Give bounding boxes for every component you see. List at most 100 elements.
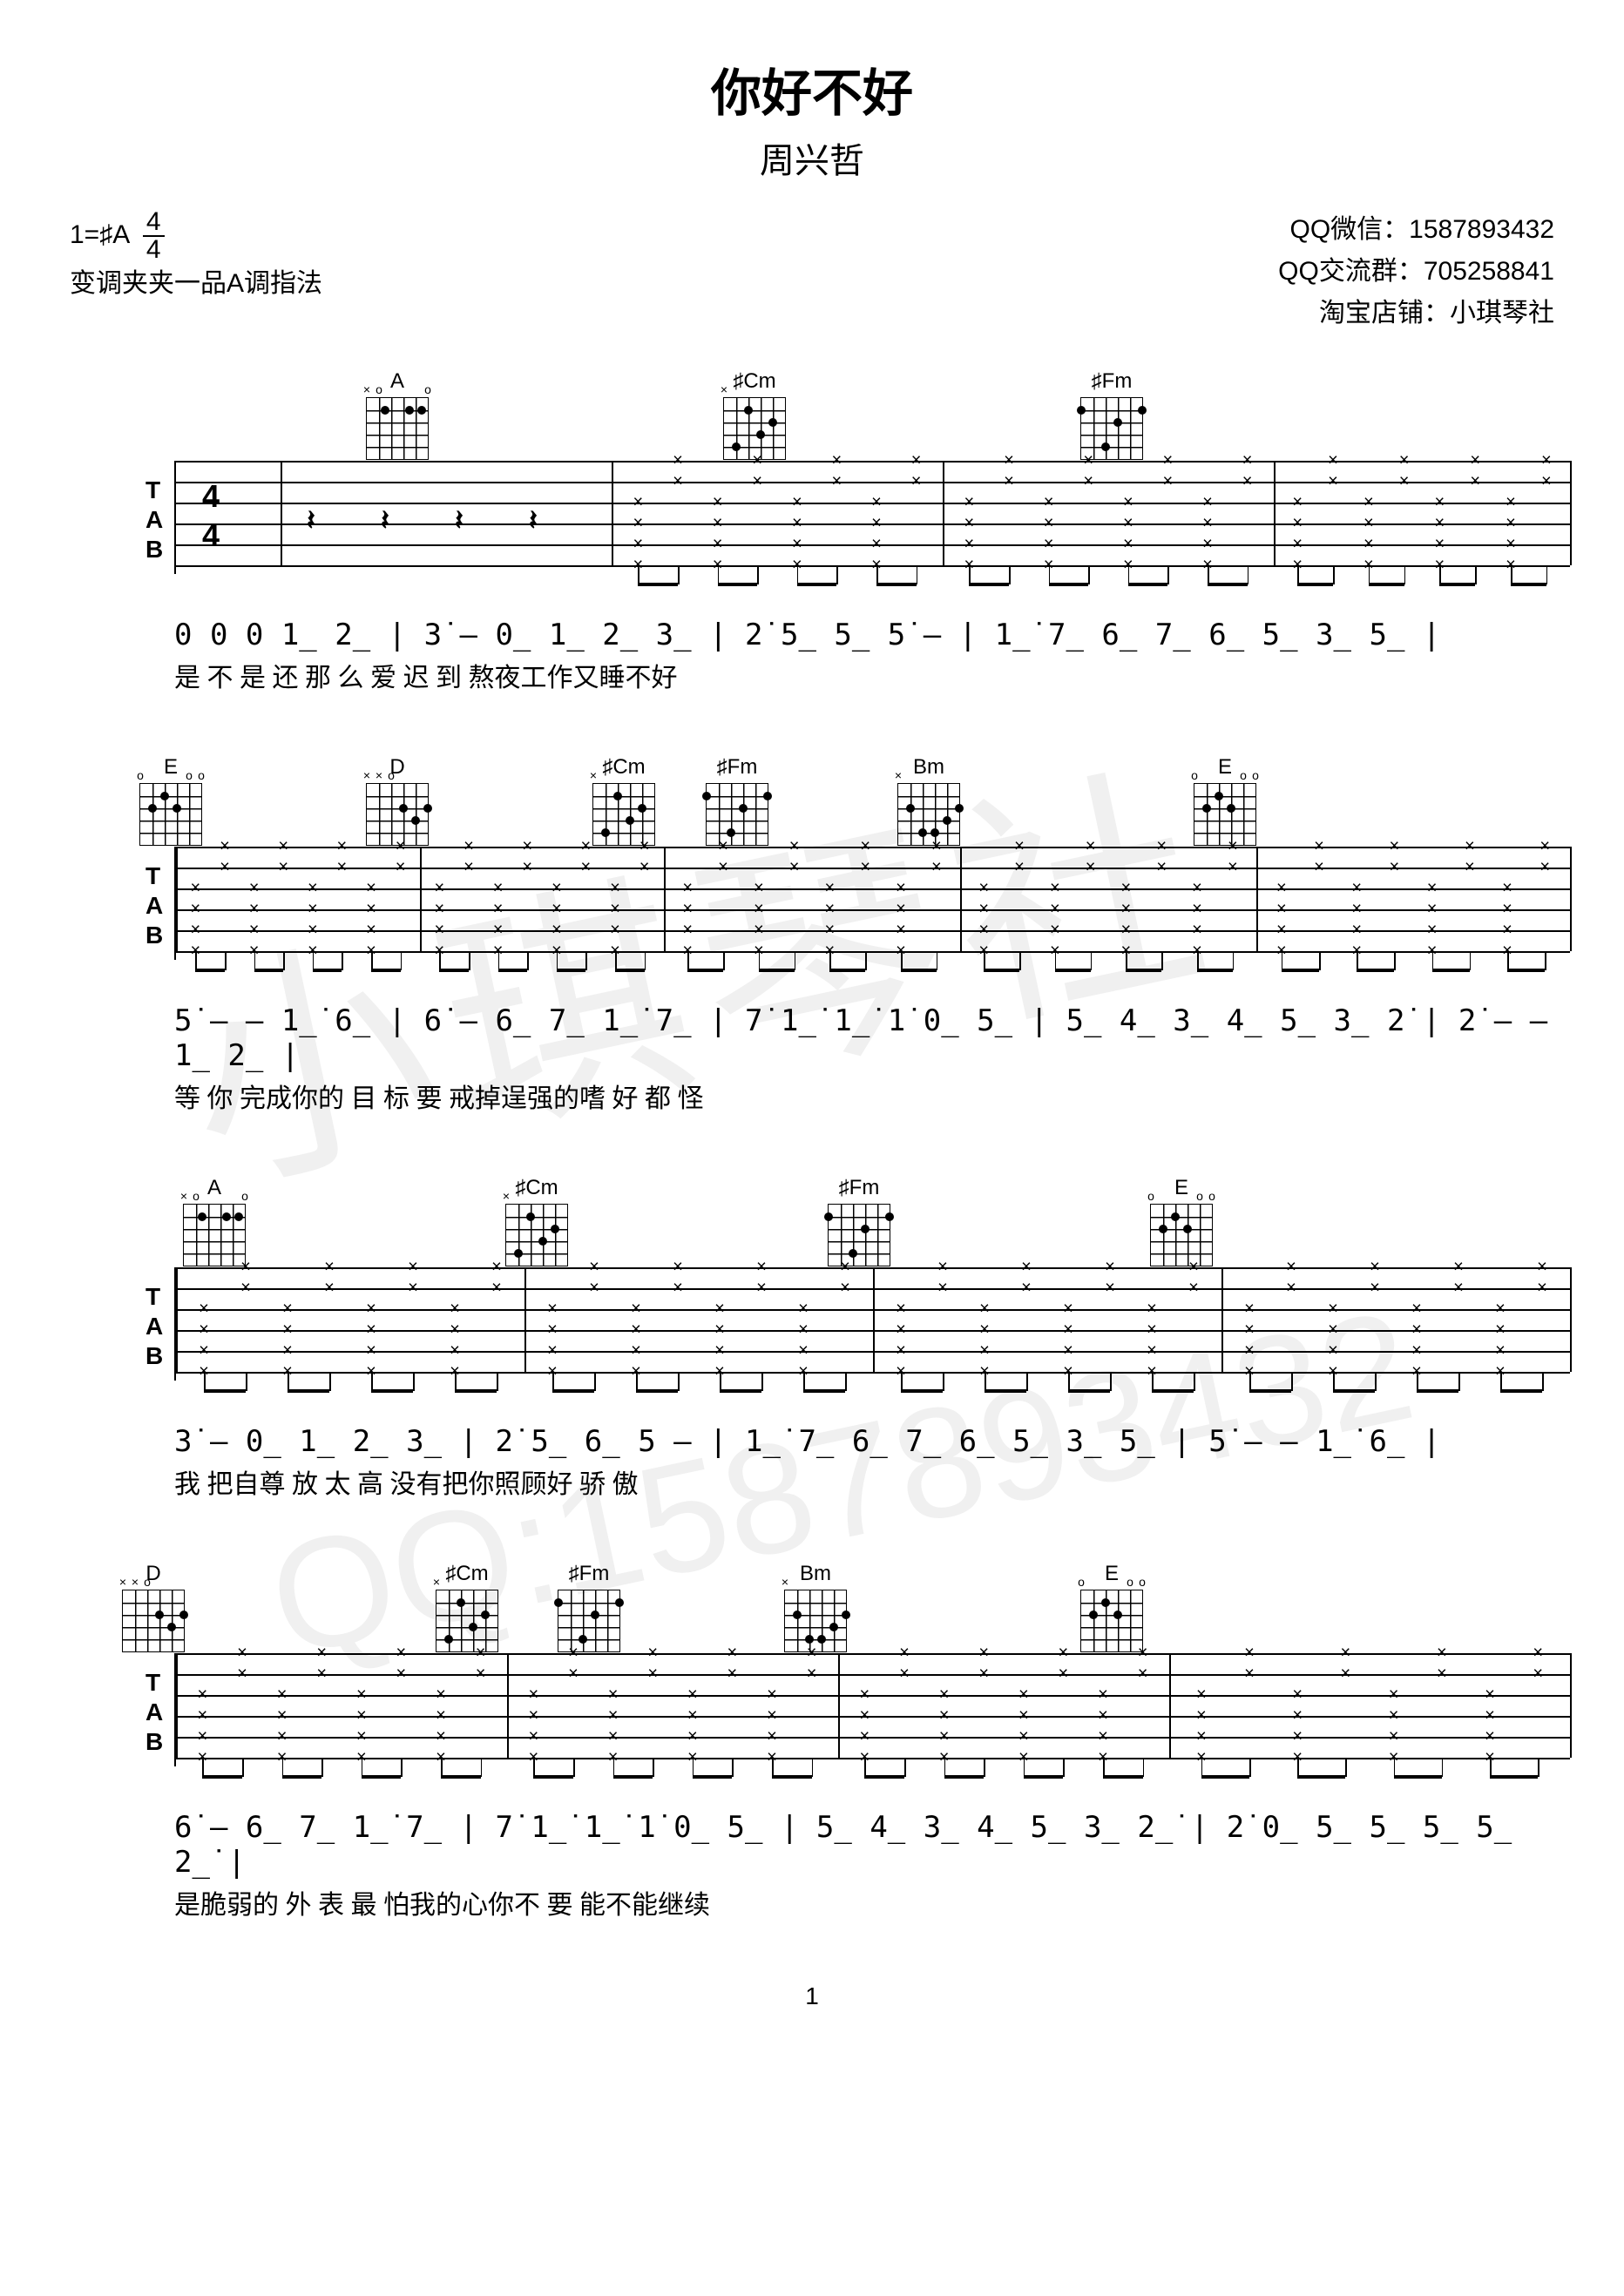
key-text: 1=♯A [70, 220, 129, 249]
rest-symbol: 𝄽 [307, 504, 315, 537]
lyrics-line: 等 你 完成你的 目 标 要 戒掉逞强的嗜 好 都 怪 [174, 1077, 1554, 1115]
tab-label: A [145, 1313, 163, 1340]
chord-diagram: ♯Cm× [505, 1176, 568, 1266]
info-left: 1=♯A 4 4 变调夹夹一品A调指法 [70, 209, 322, 334]
chord-name: E [1194, 755, 1256, 780]
time-sig-den: 4 [143, 237, 165, 263]
tab-staff: TAB×××××××××××××××××××××××××××××××××××××… [174, 1653, 1570, 1766]
tab-label: A [145, 506, 163, 534]
chord-row: A×oo ♯Cm× ♯Fm Eooo [70, 1176, 1554, 1267]
numbered-notes: 5̇ — — 1̲̇ 6̲ | 6̇ — 6̲ 7̲ 1̲̇ 7̲ | 7̇ 1… [174, 1003, 1554, 1073]
numbered-notes: 6̇ — 6̲ 7̲ 1̲̇ 7̲ | 7̇ 1̲̇ 1̲̇ 1̇ 0̲ 5̲ … [174, 1810, 1554, 1880]
chord-grid: × [436, 1590, 498, 1652]
tab-label: B [145, 1342, 163, 1370]
chord-name: ♯Cm [723, 369, 786, 394]
chord-diagram: ♯Cm× [592, 755, 655, 846]
chord-name: Bm [784, 1562, 847, 1586]
chord-name: ♯Fm [828, 1176, 890, 1200]
artist-name: 周兴哲 [70, 132, 1554, 183]
chord-row: A×oo ♯Cm× ♯Fm [70, 369, 1554, 461]
chord-diagram: Eooo [139, 755, 202, 846]
music-system: A×oo♯Cm×♯FmEoooTAB××××××××××××××××××××××… [70, 1176, 1554, 1501]
numbered-notation-row: 6̇ — 6̲ 7̲ 1̲̇ 7̲ | 7̇ 1̲̇ 1̲̇ 1̇ 0̲ 5̲ … [70, 1810, 1554, 1921]
chord-name: E [1150, 1176, 1213, 1200]
song-title: 你好不好 [70, 52, 1554, 125]
rest-symbol: 𝄽 [529, 504, 538, 537]
chord-diagram: Bm× [784, 1562, 847, 1652]
tab-label: B [145, 1728, 163, 1756]
tab-label: B [145, 922, 163, 949]
chord-grid: × [897, 783, 960, 846]
contact-qq-group: QQ交流群：705258841 [1278, 251, 1554, 293]
chord-name: ♯Fm [706, 755, 768, 780]
chord-diagram: D××o [366, 755, 429, 846]
lyrics-line: 是脆弱的 外 表 最 怕我的心你不 要 能不能继续 [174, 1883, 1554, 1921]
chord-grid: ooo [1194, 783, 1256, 846]
numbered-notation-row: 0 0 0 1̲ 2̲ | 3̇ — 0̲ 1̲ 2̲ 3̲ | 2̇ 5̲ 5… [70, 618, 1554, 694]
chord-row: D××o♯Cm×♯FmBm×Eooo [70, 1562, 1554, 1653]
info-row: 1=♯A 4 4 变调夹夹一品A调指法 QQ微信：1587893432 QQ交流… [70, 209, 1554, 334]
chord-diagram: Eooo [1150, 1176, 1213, 1266]
chord-diagram: Eooo [1194, 755, 1256, 846]
numbered-notes: 0 0 0 1̲ 2̲ | 3̇ — 0̲ 1̲ 2̲ 3̲ | 2̇ 5̲ 5… [174, 618, 1554, 652]
lyrics-line: 是 不 是 还 那 么 爱 迟 到 熬夜工作又睡不好 [174, 656, 1554, 694]
tab-label: T [145, 862, 160, 890]
chord-diagram: ♯Fm [706, 755, 768, 846]
chord-name: ♯Fm [558, 1562, 620, 1586]
tab-label: T [145, 1669, 160, 1697]
chord-diagram: Eooo [1080, 1562, 1143, 1652]
page-number: 1 [70, 1982, 1554, 2010]
numbered-notation-row: 3̇ — 0̲ 1̲ 2̲ 3̲ | 2̇ 5̲ 6̲ 5 — | 1̲̇ 7̲… [70, 1424, 1554, 1501]
time-sig-top: 4 [202, 478, 220, 515]
time-sig-num: 4 [143, 209, 165, 237]
lyrics-line: 我 把自尊 放 太 高 没有把你照顾好 骄 傲 [174, 1462, 1554, 1501]
chord-grid: × [505, 1204, 568, 1266]
tab-staff: TAB×××××××××××××××××××××××××××××××××××××… [174, 847, 1570, 960]
rest-symbol: 𝄽 [381, 504, 389, 537]
music-system: EoooD××o♯Cm×♯FmBm×EoooTAB×××××××××××××××… [70, 755, 1554, 1115]
chord-diagram: A×oo [183, 1176, 246, 1266]
chord-grid: ooo [1080, 1590, 1143, 1652]
chord-grid: ××o [122, 1590, 185, 1652]
tab-staff: TAB×××××××××××××××××××××××××××××××××××××… [174, 1267, 1570, 1381]
chord-grid: ooo [1150, 1204, 1213, 1266]
chord-diagram: D××o [122, 1562, 185, 1652]
key-line: 1=♯A 4 4 [70, 209, 322, 263]
chord-diagram: ♯Fm [1080, 369, 1143, 460]
time-signature: 4 4 [143, 209, 165, 263]
numbered-notes: 3̇ — 0̲ 1̲ 2̲ 3̲ | 2̇ 5̲ 6̲ 5 — | 1̲̇ 7̲… [174, 1424, 1554, 1459]
tab-staff: TAB44𝄽𝄽𝄽𝄽×××××××××××××××××××××××××××××××… [174, 461, 1570, 574]
chord-grid: ×oo [183, 1204, 246, 1266]
systems-container: A×oo♯Cm×♯FmTAB44𝄽𝄽𝄽𝄽××××××××××××××××××××… [70, 369, 1554, 1921]
chord-name: Bm [897, 755, 960, 780]
chord-name: E [1080, 1562, 1143, 1586]
chord-name: E [139, 755, 202, 780]
rest-symbol: 𝄽 [455, 504, 464, 537]
numbered-notation-row: 5̇ — — 1̲̇ 6̲ | 6̇ — 6̲ 7̲ 1̲̇ 7̲ | 7̇ 1… [70, 1003, 1554, 1115]
tab-label: T [145, 476, 160, 504]
chord-diagram: ♯Cm× [723, 369, 786, 460]
tab-label: B [145, 536, 163, 564]
chord-grid [558, 1590, 620, 1652]
chord-diagram: A×oo [366, 369, 429, 460]
info-right: QQ微信：1587893432 QQ交流群：705258841 淘宝店铺：小琪琴… [1278, 209, 1554, 334]
contact-qq-wechat: QQ微信：1587893432 [1278, 209, 1554, 251]
chord-diagram: ♯Cm× [436, 1562, 498, 1652]
tab-label: T [145, 1283, 160, 1311]
contact-taobao: 淘宝店铺：小琪琴社 [1278, 293, 1554, 334]
chord-name: ♯Fm [1080, 369, 1143, 394]
chord-grid: ×oo [366, 397, 429, 460]
music-system: A×oo♯Cm×♯FmTAB44𝄽𝄽𝄽𝄽××××××××××××××××××××… [70, 369, 1554, 694]
chord-diagram: Bm × [897, 755, 960, 846]
header: 你好不好 周兴哲 [70, 52, 1554, 183]
music-system: D××o♯Cm×♯FmBm×EoooTAB×××××××××××××××××××… [70, 1562, 1554, 1921]
chord-grid [706, 783, 768, 846]
chord-grid: ooo [139, 783, 202, 846]
chord-name: ♯Cm [592, 755, 655, 780]
tab-label: A [145, 892, 163, 920]
chord-diagram: ♯Fm [558, 1562, 620, 1652]
tab-label: A [145, 1698, 163, 1726]
chord-diagram: ♯Fm [828, 1176, 890, 1266]
time-sig-bottom: 4 [202, 517, 220, 554]
capo-text: 变调夹夹一品A调指法 [70, 263, 322, 305]
